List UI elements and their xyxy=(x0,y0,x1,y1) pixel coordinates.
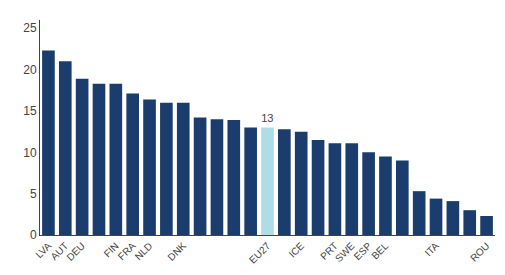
svg-text:13: 13 xyxy=(261,112,273,124)
svg-text:FRA: FRA xyxy=(116,240,138,262)
svg-text:ITA: ITA xyxy=(423,240,441,258)
svg-text:ROU: ROU xyxy=(468,240,492,264)
svg-text:PRT: PRT xyxy=(318,240,340,262)
svg-text:BEL: BEL xyxy=(369,240,390,261)
svg-text:5: 5 xyxy=(30,187,37,201)
svg-text:25: 25 xyxy=(23,21,37,35)
svg-text:LVA: LVA xyxy=(33,240,53,260)
svg-text:AUT: AUT xyxy=(48,240,70,262)
svg-text:0: 0 xyxy=(30,228,37,242)
svg-text:20: 20 xyxy=(23,63,37,77)
svg-text:EU27: EU27 xyxy=(247,240,273,266)
svg-text:10: 10 xyxy=(23,146,37,160)
svg-text:SWE: SWE xyxy=(333,240,357,264)
svg-text:DNK: DNK xyxy=(165,240,188,263)
svg-text:15: 15 xyxy=(23,104,37,118)
svg-text:DEU: DEU xyxy=(64,240,87,263)
svg-text:NLD: NLD xyxy=(133,240,155,262)
svg-text:ESP: ESP xyxy=(352,240,374,262)
svg-text:FIN: FIN xyxy=(102,240,121,259)
svg-text:ICE: ICE xyxy=(287,240,307,260)
